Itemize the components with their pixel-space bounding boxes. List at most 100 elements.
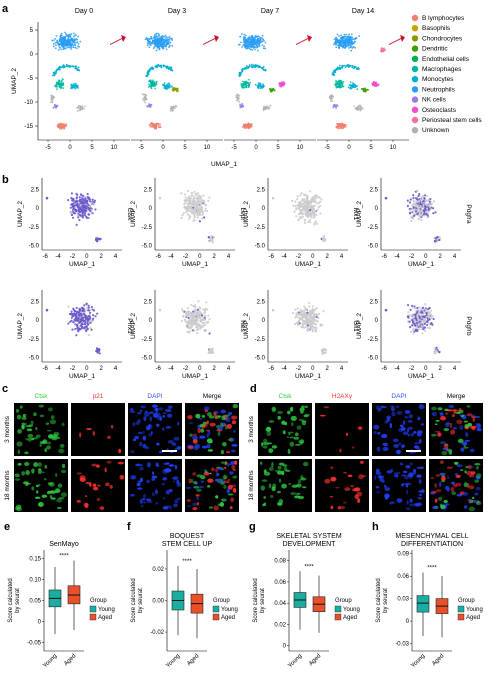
a-cell-dot [257,86,260,89]
a-cell-dot [159,125,162,128]
b-cell-dot [183,318,187,321]
b-cell-dot [428,311,431,315]
a-cell-dot [155,49,158,52]
b-cell-dot [300,209,303,213]
a-cell-dot [351,47,354,49]
b-xtick-label: 0 [424,254,428,260]
b-cell-dot [77,208,81,212]
a-cell-dot [51,101,54,104]
micrograph-signal [168,488,173,493]
b-cell-dot [197,300,200,303]
a-cell-dot [347,63,349,66]
b-cell-dot [95,240,99,243]
micrograph-signal [222,474,228,480]
a-legend-swatch [411,35,419,42]
a-xtick-label: 10 [204,145,211,151]
a-cell-dot [68,39,71,42]
micrograph-signal [173,480,176,483]
a-cell-dot [59,38,61,41]
micrograph-signal [136,463,141,466]
a-cell-dot [281,81,285,84]
a-cell-dot [62,123,65,126]
a-cell-dot [249,45,252,47]
b-cell-dot [413,323,416,326]
a-cell-dot [152,39,154,42]
b-cell-dot [322,347,325,351]
a-cell-dot [81,105,84,107]
a-cell-dot [153,45,156,48]
b-cell-dot [408,201,412,204]
a-cell-dot [342,124,345,127]
b-cell-dot [201,325,205,328]
micrograph-signal [391,411,396,417]
b-ytick-label: -5.0 [29,356,40,362]
a-cell-dot [253,38,256,41]
b-cell-dot [314,330,317,333]
a-cell-dot [71,85,73,88]
b-cell-dot [295,215,298,218]
a-legend-label: Periosteal stem cells [422,117,482,124]
micrograph-signal [221,415,226,421]
micrograph-signal [295,432,299,437]
b-xtick-label: -6 [43,254,49,260]
a-cell-dot [362,107,364,110]
micrograph-signal [117,461,125,465]
a-cell-dot [336,123,339,126]
a-cell-dot [74,41,77,44]
a-cell-dot [60,32,63,35]
b-cell-dot [69,206,72,209]
micrograph-signal [142,501,147,504]
a-cell-dot [335,43,337,46]
a-cell-dot [152,47,155,50]
micrograph-signal [177,421,180,426]
micrograph-signal [137,480,141,486]
micrograph-signal [17,463,22,466]
b-cell-dot [190,192,194,195]
a-cell-dot [334,36,337,39]
b-cell-dot [309,204,313,207]
micrograph-signal [156,464,160,467]
a-cell-dot [352,45,355,48]
a-day-title: Day 7 [261,8,279,15]
a-cell-dot [272,88,275,91]
micrograph-signal [141,505,144,507]
a-cell-dot [162,42,164,44]
b-cell-dot [312,325,315,328]
a-cell-dot [332,106,334,109]
b-cell-dot [196,328,199,332]
micrograph-signal [231,443,238,447]
a-cell-dot [262,106,265,108]
b-cell-dot [412,217,415,220]
a-cell-dot [149,68,152,70]
a-cell-dot [62,126,65,129]
b-cell-dot [299,194,302,197]
b-cell-dot [299,205,302,208]
micrograph-signal [187,415,193,420]
a-cell-dot [160,66,163,69]
a-cell-dot [147,86,150,88]
a-cell-dot [335,38,338,41]
a-cell-dot [351,65,354,68]
a-cell-dot [156,65,159,68]
b-cell-dot [307,318,310,322]
b-ytick-label: 0 [375,318,379,324]
a-cell-dot [68,33,71,36]
a-cell-dot [343,64,346,67]
a-cell-dot [171,108,174,111]
a-cell-dot [350,33,353,36]
micrograph-signal [26,428,33,432]
a-cell-dot [241,80,244,83]
b-ytick-label: -2.5 [255,225,266,231]
b-cell-dot [204,209,207,212]
a-cell-dot [254,34,257,37]
a-xtick-label: 0 [347,145,351,151]
a-cell-dot [331,73,334,76]
a-cell-dot [150,122,153,125]
a-cell-dot [80,106,83,109]
b-cell-dot [307,321,310,324]
b-cell-dot [421,306,425,310]
b-cell-dot [297,219,300,222]
a-cell-dot [56,104,59,107]
a-cell-dot [268,108,271,110]
